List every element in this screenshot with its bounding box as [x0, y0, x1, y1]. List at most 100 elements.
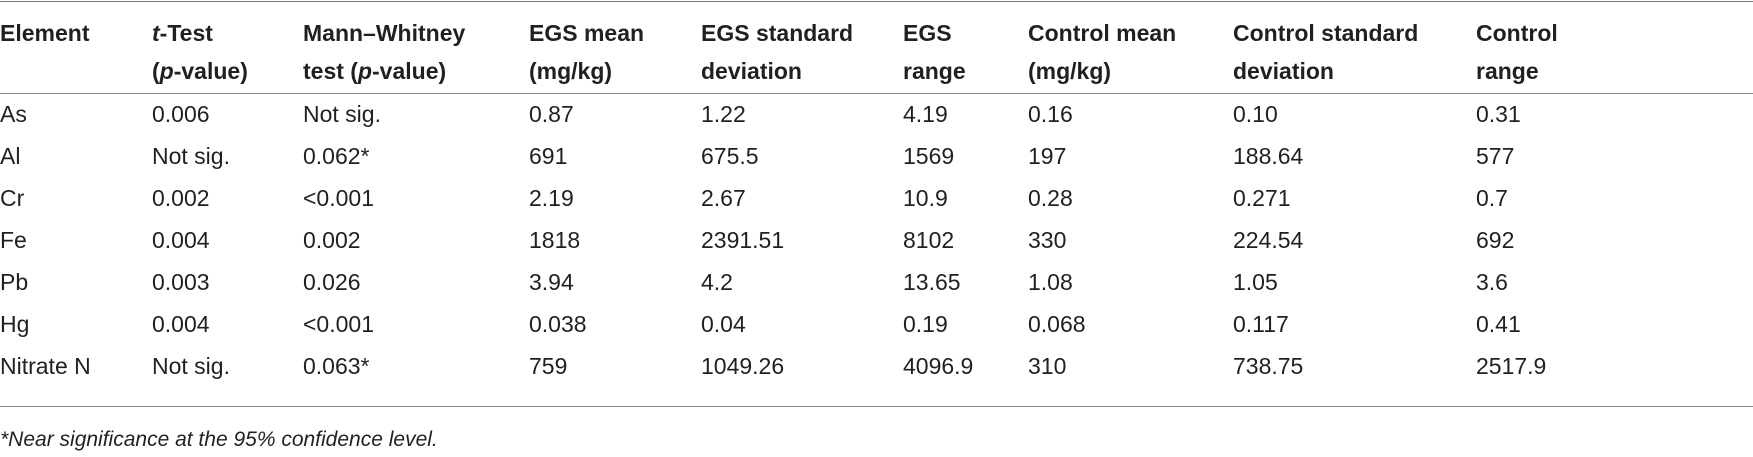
table-row: Pb 0.003 0.026 3.94 4.2 13.65 1.08 1.05 3.6	[0, 261, 1753, 303]
table-row: Hg 0.004 <0.001 0.038 0.04 0.19 0.068 0.117 0.41	[0, 303, 1753, 345]
header-italic: p	[159, 58, 174, 84]
header-line: test (p-value)	[303, 58, 447, 84]
header-line: range	[903, 58, 966, 84]
table-cell: 4.19	[903, 101, 948, 127]
header-line: range	[1476, 58, 1539, 84]
header-rule	[0, 93, 1753, 94]
table-cell: 0.068	[1028, 311, 1086, 337]
header-mann-whitney: Mann–Whitney test (p-value)	[303, 14, 529, 93]
table-cell: 577	[1476, 143, 1515, 169]
table-cell: 691	[529, 143, 568, 169]
top-rule	[0, 1, 1753, 2]
table-cell: <0.001	[303, 311, 374, 337]
table-cell: 1.05	[1233, 269, 1278, 295]
table-cell: 0.19	[903, 311, 948, 337]
table-cell: 692	[1476, 227, 1515, 253]
header-line: (p-value)	[152, 58, 248, 84]
table-cell: 0.117	[1233, 311, 1289, 337]
row-element-cell: Hg	[0, 311, 30, 337]
table-row: As 0.006 Not sig. 0.87 1.22 4.19 0.16 0.10 0.31	[0, 93, 1753, 135]
table-cell: 188.64	[1233, 143, 1304, 169]
table-cell: 0.28	[1028, 185, 1073, 211]
header-italic: p	[357, 58, 373, 84]
table-cell: 0.31	[1476, 101, 1521, 127]
table-cell: 0.271	[1233, 185, 1291, 211]
table-cell: 2.19	[529, 185, 574, 211]
table-cell: 1.22	[701, 101, 746, 127]
table-cell: 675.5	[701, 143, 759, 169]
header-egs-sd: EGS standard deviation	[701, 14, 903, 93]
header-line: Mann–Whitney	[303, 20, 466, 46]
table-cell: 759	[529, 353, 568, 379]
table-cell: 0.026	[303, 269, 361, 295]
table-cell: Not sig.	[303, 101, 381, 127]
header-line: deviation	[701, 58, 802, 84]
header-egs-mean: EGS mean (mg/kg)	[529, 14, 701, 93]
header-line: Control standard	[1233, 20, 1419, 46]
table-cell: Not sig.	[152, 353, 230, 379]
table-row: Nitrate N Not sig. 0.063* 759 1049.26 4096.9 3…	[0, 345, 1753, 387]
table-cell: 0.87	[529, 101, 574, 127]
row-element-cell: Al	[0, 143, 21, 169]
table-row: Fe 0.004 0.002 1818 2391.51 8102 330 224.54 692	[0, 219, 1753, 261]
table-cell: 8102	[903, 227, 955, 253]
row-element-cell: Fe	[0, 227, 27, 253]
table-cell: 4.2	[701, 269, 733, 295]
header-italic: t	[152, 20, 160, 46]
table-cell: 0.7	[1476, 185, 1508, 211]
table-cell: 3.6	[1476, 269, 1508, 295]
header-line: Element	[0, 20, 90, 46]
table-cell: <0.001	[303, 185, 374, 211]
table-cell: 3.94	[529, 269, 574, 295]
header-line: deviation	[1233, 58, 1334, 84]
header-t-test: t-Test (p-value)	[152, 14, 303, 93]
table-cell: 197	[1028, 143, 1067, 169]
table-cell: 0.063*	[303, 353, 370, 379]
table-cell: 2.67	[701, 185, 746, 211]
footnote: *Near significance at the 95% confidence…	[0, 428, 438, 451]
table-cell: 0.16	[1028, 101, 1073, 127]
header-control-sd: Control standard deviation	[1233, 14, 1476, 93]
table-row: Cr 0.002 <0.001 2.19 2.67 10.9 0.28 0.271 0.7	[0, 177, 1753, 219]
table-cell: 0.006	[152, 101, 210, 127]
table-cell: 310	[1028, 353, 1067, 379]
table-cell: 0.004	[152, 227, 210, 253]
table-cell: 0.062*	[303, 143, 370, 169]
header-line: EGS mean	[529, 20, 645, 46]
table-cell: 0.003	[152, 269, 210, 295]
header-control-mean: Control mean (mg/kg)	[1028, 14, 1233, 93]
table-cell: 738.75	[1233, 353, 1304, 379]
table-cell: 1569	[903, 143, 955, 169]
header-control-range: Control range	[1476, 14, 1753, 93]
table-cell: 2391.51	[701, 227, 785, 253]
table-cell: 1818	[529, 227, 581, 253]
table-cell: Not sig.	[152, 143, 230, 169]
table-cell: 2517.9	[1476, 353, 1547, 379]
table-cell: 13.65	[903, 269, 961, 295]
table-body: As 0.006 Not sig. 0.87 1.22 4.19 0.16 0.10 0.31 A…	[0, 93, 1753, 387]
table-cell: 224.54	[1233, 227, 1304, 253]
row-element-cell: Pb	[0, 269, 29, 295]
row-element-cell: Cr	[0, 185, 25, 211]
header-line: EGS	[903, 20, 952, 46]
header-egs-range: EGS range	[903, 14, 1028, 93]
bottom-rule	[0, 406, 1753, 407]
table-cell: 0.002	[303, 227, 361, 253]
header-line: Control mean	[1028, 20, 1177, 46]
table-cell: 1049.26	[701, 353, 785, 379]
header-line: t-Test	[152, 20, 213, 46]
header-line: (mg/kg)	[1028, 58, 1112, 84]
table-cell: 1.08	[1028, 269, 1073, 295]
table-cell: 0.10	[1233, 101, 1278, 127]
row-element-cell: As	[0, 101, 27, 127]
table-cell: 0.004	[152, 311, 210, 337]
table-cell: 4096.9	[903, 353, 974, 379]
header-line: EGS standard	[701, 20, 854, 46]
table-row: Al Not sig. 0.062* 691 675.5 1569 197 188.64 577	[0, 135, 1753, 177]
header-line: (mg/kg)	[529, 58, 613, 84]
data-table: Element t-Test (p-value) Mann–Whitney te…	[0, 14, 1753, 387]
table-cell: 10.9	[903, 185, 948, 211]
table-cell: 0.04	[701, 311, 746, 337]
header-row: Element t-Test (p-value) Mann–Whitney te…	[0, 14, 1753, 93]
